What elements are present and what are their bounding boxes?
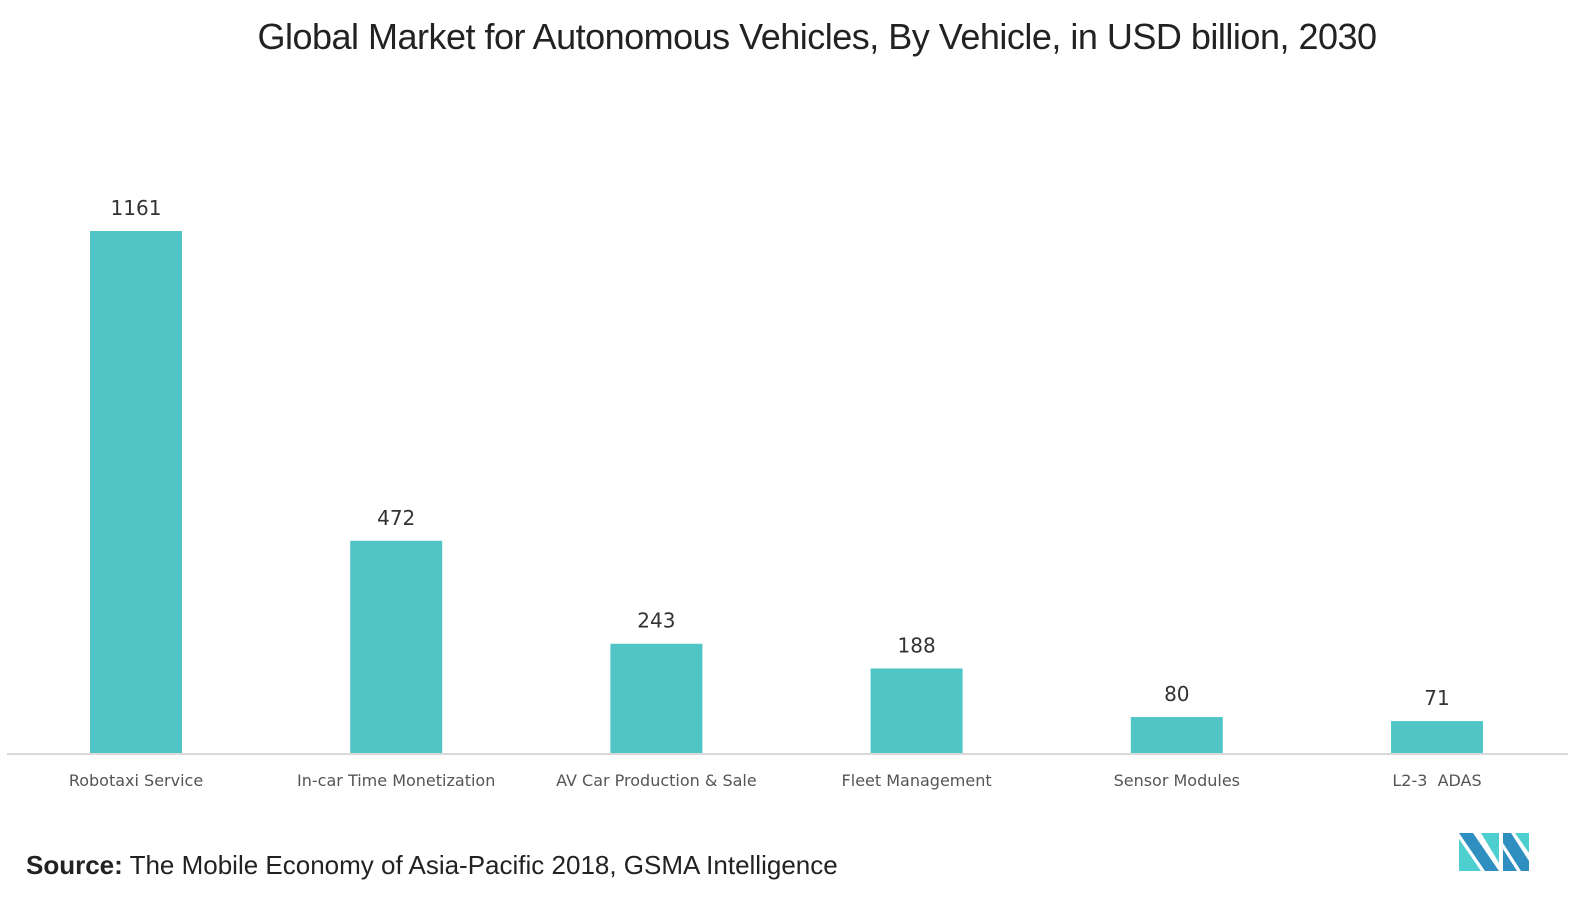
data-label: 1161 [111,196,162,220]
logo-shape [1503,833,1529,871]
data-label: 188 [898,633,936,657]
x-tick-label: Sensor Modules [1114,771,1240,790]
data-label: 243 [637,609,675,633]
x-tick-label: Robotaxi Service [69,771,203,790]
chart-title: Global Market for Autonomous Vehicles, B… [257,16,1377,57]
source-text: The Mobile Economy of Asia-Pacific 2018,… [122,850,838,880]
x-tick-label: L2-3 ADAS [1392,771,1481,790]
bar [350,540,443,753]
data-label: 71 [1424,686,1449,710]
logo-shape [1503,849,1517,871]
logo-shape [1515,833,1529,853]
x-tick-label: In-car Time Monetization [297,771,495,790]
bar [1391,721,1483,753]
logo-shape [1459,839,1481,871]
logo-shape [1481,833,1499,863]
bar [90,231,182,753]
bar [610,643,703,753]
source-note: Source: The Mobile Economy of Asia-Pacif… [26,850,838,881]
x-tick-label: AV Car Production & Sale [556,771,757,790]
bar [870,668,963,753]
source-label: Source: [26,850,123,880]
data-label: 80 [1164,682,1189,706]
x-tick-label: Fleet Management [842,771,992,790]
bar [1130,717,1223,753]
logo-shape [1459,833,1499,871]
data-label: 472 [377,506,415,530]
logo [1459,833,1529,871]
